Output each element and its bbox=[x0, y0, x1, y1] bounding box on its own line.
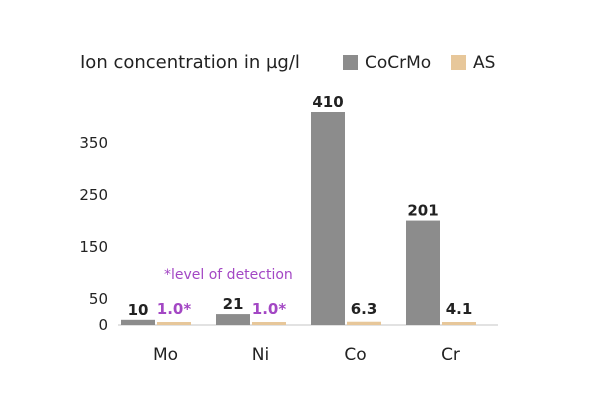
data-label-as-mo: 1.0* bbox=[157, 300, 192, 318]
x-tick-label-co: Co bbox=[344, 345, 366, 365]
y-tick-label-150: 150 bbox=[79, 238, 108, 256]
y-tick-label-0: 0 bbox=[98, 316, 108, 334]
legend-swatch-cocrmo bbox=[343, 55, 358, 70]
data-label-as-ni: 1.0* bbox=[252, 300, 287, 318]
legend-label-cocrmo: CoCrMo bbox=[365, 53, 431, 73]
y-tick-label-50: 50 bbox=[89, 290, 108, 308]
data-label-as-cr: 4.1 bbox=[446, 300, 473, 318]
bar-as-mo bbox=[157, 322, 191, 325]
chart-title: Ion concentration in µg/l bbox=[80, 52, 300, 73]
y-tick-label-250: 250 bbox=[79, 186, 108, 204]
legend-label-as: AS bbox=[473, 53, 495, 73]
data-label-cocrmo-co: 410 bbox=[312, 93, 343, 111]
detection-note: *level of detection bbox=[164, 267, 293, 283]
x-axis: Mo Ni Co Cr bbox=[153, 345, 460, 365]
bar-cocrmo-cr bbox=[406, 220, 440, 325]
legend: CoCrMo AS bbox=[343, 53, 495, 73]
data-label-cocrmo-mo: 10 bbox=[128, 301, 149, 319]
x-tick-label-cr: Cr bbox=[441, 345, 460, 365]
bar-as-ni bbox=[252, 322, 286, 325]
bar-as-cr bbox=[442, 322, 476, 325]
x-tick-label-mo: Mo bbox=[153, 345, 178, 365]
data-label-cocrmo-ni: 21 bbox=[223, 295, 244, 313]
bars bbox=[121, 112, 476, 325]
bar-as-co bbox=[347, 321, 381, 325]
bar-cocrmo-ni bbox=[216, 314, 250, 325]
legend-swatch-as bbox=[451, 55, 466, 70]
data-labels: 10 1.0* 21 1.0* 410 6.3 201 4.1 bbox=[128, 93, 473, 319]
data-label-cocrmo-cr: 201 bbox=[407, 202, 438, 220]
data-label-as-co: 6.3 bbox=[351, 300, 378, 318]
bar-cocrmo-mo bbox=[121, 319, 155, 325]
bar-cocrmo-co bbox=[311, 112, 345, 325]
x-tick-label-ni: Ni bbox=[252, 345, 269, 365]
y-tick-label-350: 350 bbox=[79, 134, 108, 152]
